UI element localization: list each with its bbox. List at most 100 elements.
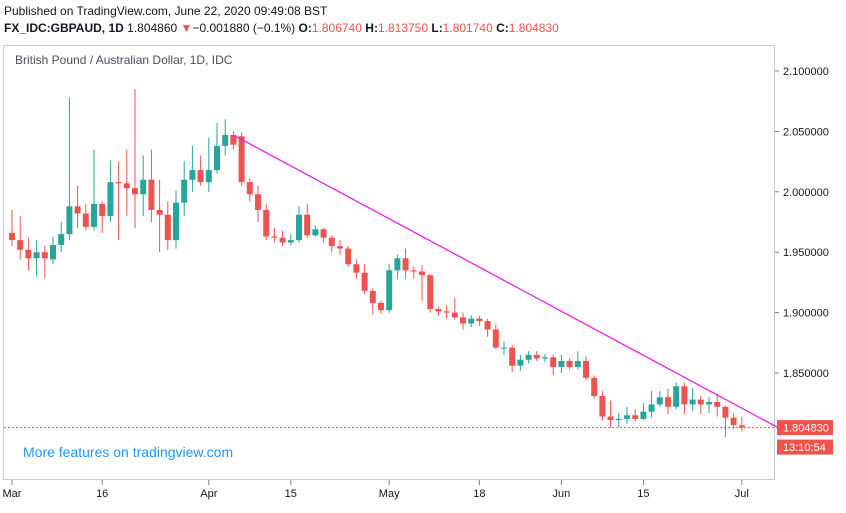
y-tick-label: 1.900000 <box>783 308 829 320</box>
candle-down <box>369 290 376 303</box>
candle-down <box>533 354 540 359</box>
high-value: 1.813750 <box>377 21 429 35</box>
candle-up <box>574 360 581 367</box>
candle-up <box>648 404 655 412</box>
candle-up <box>173 202 179 241</box>
candle-down <box>583 360 589 378</box>
close-label: C: <box>496 21 509 35</box>
candle-down <box>156 209 163 215</box>
candle-up <box>706 401 712 405</box>
x-tick-label: Jun <box>553 488 571 500</box>
candle-up <box>656 397 663 405</box>
ohlc-header: FX_IDC:GBPAUD, 1D 1.804860 ▼−0.001880 (−… <box>4 21 559 35</box>
candles <box>9 89 745 438</box>
x-tick-label: 16 <box>96 488 108 500</box>
candle-up <box>50 244 56 260</box>
candle-down <box>402 258 409 271</box>
candle-up <box>214 145 220 171</box>
candle-up <box>140 179 147 195</box>
candle-up <box>525 354 532 360</box>
candle-down <box>460 317 466 324</box>
candle-down <box>591 377 598 396</box>
candle-down <box>115 182 122 184</box>
y-tick-label: 1.950000 <box>783 247 829 259</box>
candle-up <box>222 135 229 146</box>
candle-down <box>435 308 442 312</box>
candle-down <box>353 264 360 273</box>
price-change: −0.001880 (−0.1%) <box>192 21 296 35</box>
candle-up <box>91 203 97 227</box>
candle-down <box>566 360 573 367</box>
candle-down <box>361 272 368 291</box>
candle-down <box>484 321 491 330</box>
low-value: 1.801740 <box>442 21 493 35</box>
candle-up <box>33 252 40 259</box>
published-caption: Published on TradingView.com, June 22, 2… <box>4 4 328 18</box>
candle-down <box>123 183 130 189</box>
candle-down <box>665 397 671 407</box>
candle-down <box>550 357 557 367</box>
candle-up <box>189 170 196 180</box>
candle-up <box>287 240 294 243</box>
promo-link[interactable]: More features on tradingview.com <box>23 444 234 460</box>
chart-title: British Pound / Australian Dollar, 1D, I… <box>15 53 233 67</box>
candle-down <box>681 386 688 405</box>
candle-down <box>378 302 384 311</box>
x-tick-label: Mar <box>3 488 22 500</box>
candle-down <box>730 417 737 425</box>
candle-down <box>345 248 352 265</box>
price-label-box <box>777 420 833 436</box>
candle-down <box>246 182 253 195</box>
x-tick-label: 15 <box>637 488 649 500</box>
open-label: O: <box>298 21 312 35</box>
candle-down <box>9 232 15 241</box>
candle-down <box>722 406 729 418</box>
candle-down <box>271 236 278 238</box>
candle-up <box>181 179 188 203</box>
y-tick-label: 2.050000 <box>783 126 829 138</box>
trendline[interactable] <box>233 134 792 436</box>
countdown-box <box>777 439 833 455</box>
candle-up <box>689 399 696 405</box>
open-value: 1.806740 <box>311 21 362 35</box>
price-label: 1.804830 <box>783 423 829 435</box>
x-tick-label: 18 <box>473 488 485 500</box>
candle-down <box>238 136 245 183</box>
candle-down <box>41 252 48 259</box>
chart-frame <box>3 45 775 480</box>
time-axis: Mar 16 Apr 15 May 18 Jun 15 Jul <box>3 480 749 500</box>
countdown-label: 13:10:54 <box>783 442 826 454</box>
candle-down <box>410 270 417 272</box>
candle-down <box>492 329 499 348</box>
candle-down <box>632 415 639 419</box>
down-arrow-icon: ▼ <box>180 21 193 35</box>
candle-down <box>74 206 81 214</box>
candle-down <box>279 237 286 243</box>
y-tick-label: 2.000000 <box>783 187 829 199</box>
candle-up <box>501 347 507 349</box>
candle-up <box>615 418 622 421</box>
candle-down <box>197 170 204 183</box>
candle-down <box>337 246 343 249</box>
candle-down <box>443 311 450 313</box>
candle-up <box>296 214 302 241</box>
candle-down <box>476 318 483 322</box>
symbol-label: FX_IDC:GBPAUD, 1D <box>4 21 124 35</box>
candle-down <box>714 401 721 407</box>
candle-down <box>320 229 327 238</box>
candle-down <box>17 240 24 250</box>
low-label: L: <box>431 21 443 35</box>
candle-down <box>451 312 458 318</box>
y-tick-label: 1.850000 <box>783 368 829 380</box>
candle-down <box>263 209 270 237</box>
price-axis: 2.100000 2.050000 2.000000 1.950000 1.900000… <box>775 66 829 380</box>
candle-down <box>427 275 434 309</box>
candle-down <box>599 395 606 417</box>
candle-up <box>468 318 475 324</box>
candle-down <box>132 188 138 195</box>
candle-down <box>255 194 261 210</box>
candle-down <box>304 214 311 236</box>
x-tick-label: 15 <box>285 488 297 500</box>
candle-down <box>164 214 171 241</box>
